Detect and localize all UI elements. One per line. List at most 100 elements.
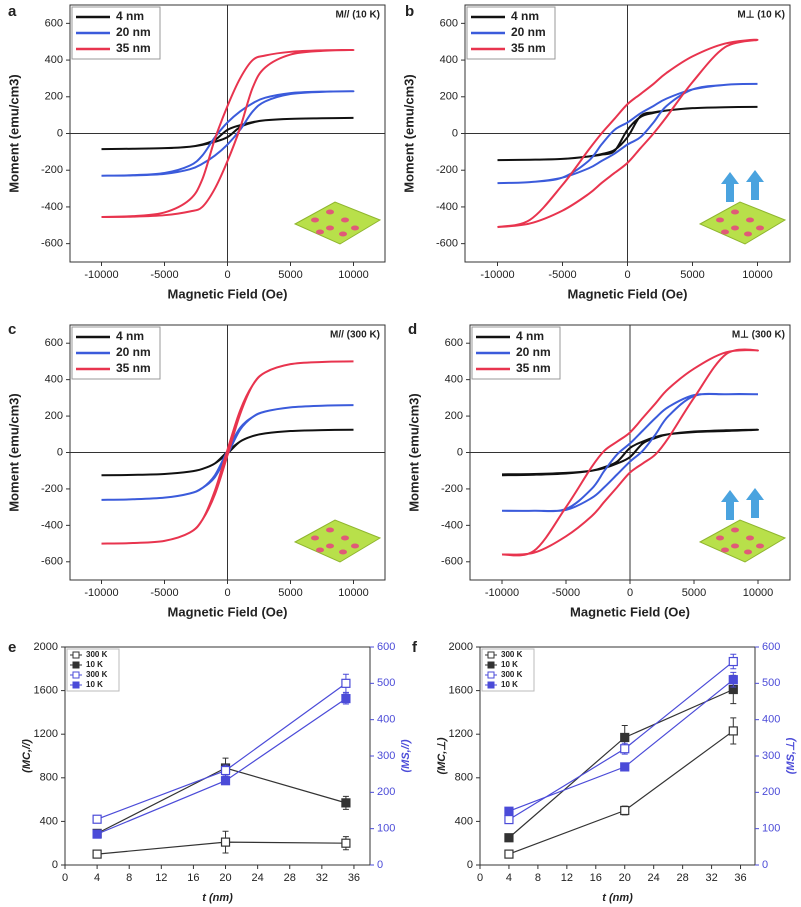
panel-label: f [412,639,418,656]
inset-dot [316,547,324,553]
y2-tick-label: 400 [762,714,780,726]
x-tick-label: 28 [284,872,296,884]
x-tick-label: 4 [506,872,512,884]
marker [728,726,738,736]
legend-box [471,326,561,380]
y2-tick-label: 600 [762,641,780,653]
legend-label: 300 K [501,670,523,679]
legend-marker [72,681,80,689]
x-tick-label: 5000 [680,269,704,281]
legend-label: 4 nm [511,9,539,23]
panel-label: a [8,3,17,20]
x-tick-label: 24 [252,872,264,884]
x-axis-label: t (nm) [202,892,233,904]
panel-label: d [408,321,417,338]
marker [504,806,514,816]
y-tick-label: 0 [57,127,63,139]
inset-dot [721,229,729,235]
inset-arrow [721,490,739,520]
x-tick-label: 0 [224,587,230,599]
inset-arrow [721,172,739,202]
y-tick-label: 0 [452,127,458,139]
inset-dot [731,527,739,533]
y-tick-label: -400 [436,201,458,213]
hysteresis-loop [497,82,758,185]
legend-label: 300 K [86,670,108,679]
annotation: M// (10 K) [336,10,380,21]
x-tick-label: 5000 [682,587,706,599]
y2-tick-label: 0 [762,859,768,871]
legend-marker [487,651,495,659]
marker [92,814,102,824]
x-tick-label: 10000 [338,269,369,281]
marker [728,656,738,667]
inset-dot [326,209,334,215]
marker [341,678,351,688]
inset-dot [731,209,739,215]
y-tick-label: -200 [41,483,63,495]
legend-box [71,6,161,60]
legend-label: 20 nm [116,25,151,39]
y-tick-label: -400 [41,519,63,531]
hysteresis-loop [101,90,355,177]
y2-tick-label: 100 [377,823,395,835]
inset-dot [341,217,349,223]
legend-box [66,648,120,692]
y-tick-label: 400 [440,54,458,66]
legend-label: 4 nm [516,329,544,343]
x-tick-label: 16 [590,872,602,884]
inset-dot [721,547,729,553]
x-tick-label: 36 [348,872,360,884]
inset-dot [311,217,319,223]
x-tick-label: 4 [94,872,100,884]
legend-box [71,326,161,380]
marker [220,765,231,776]
y-tick-label: 400 [40,815,58,827]
x-axis-label: Magnetic Field (Oe) [168,604,288,619]
y-tick-label: 200 [440,91,458,103]
y-tick-label: 200 [45,91,63,103]
inset-dot [351,543,359,549]
y-tick-label: -400 [41,201,63,213]
x-axis-label: Magnetic Field (Oe) [570,604,690,619]
y2-tick-label: 500 [377,677,395,689]
legend-label: 300 K [501,650,523,659]
x-tick-label: 32 [316,872,328,884]
legend-label: 20 nm [116,345,151,359]
inset-dot [351,225,359,231]
legend-marker [487,681,495,689]
y-tick-label: 1600 [34,685,58,697]
y-tick-label: 400 [455,815,473,827]
y-axis-label: Moment (emu/cm3) [6,74,21,192]
inset-dot [756,225,764,231]
y2-tick-label: 100 [762,823,780,835]
marker [220,837,231,847]
legend-marker [487,661,495,669]
y2-tick-label: 200 [377,786,395,798]
legend-label: 10 K [501,680,518,689]
y2-tick-label: 400 [377,714,395,726]
y-tick-label: 800 [40,772,58,784]
inset-arrow [746,488,764,518]
x-tick-label: -5000 [548,269,576,281]
marker [92,829,102,839]
x-axis-label: t (nm) [602,892,633,904]
x-tick-label: -10000 [84,587,118,599]
y-tick-label: 200 [445,410,463,422]
x-tick-label: 0 [477,872,483,884]
y2-tick-label: 500 [762,677,780,689]
y-tick-label: 600 [45,337,63,349]
x-tick-label: 0 [627,587,633,599]
y-tick-label: 0 [467,859,473,871]
y-tick-label: 600 [440,17,458,29]
inset-dot [756,543,764,549]
legend-box [466,6,556,60]
panel-label: c [8,321,16,338]
inset-substrate [698,201,787,245]
y-tick-label: 0 [457,446,463,458]
x-tick-label: 8 [535,872,541,884]
y-tick-label: -200 [436,164,458,176]
y-axis-label: (MC,⊥) [436,737,448,774]
hysteresis-loop [497,38,759,229]
